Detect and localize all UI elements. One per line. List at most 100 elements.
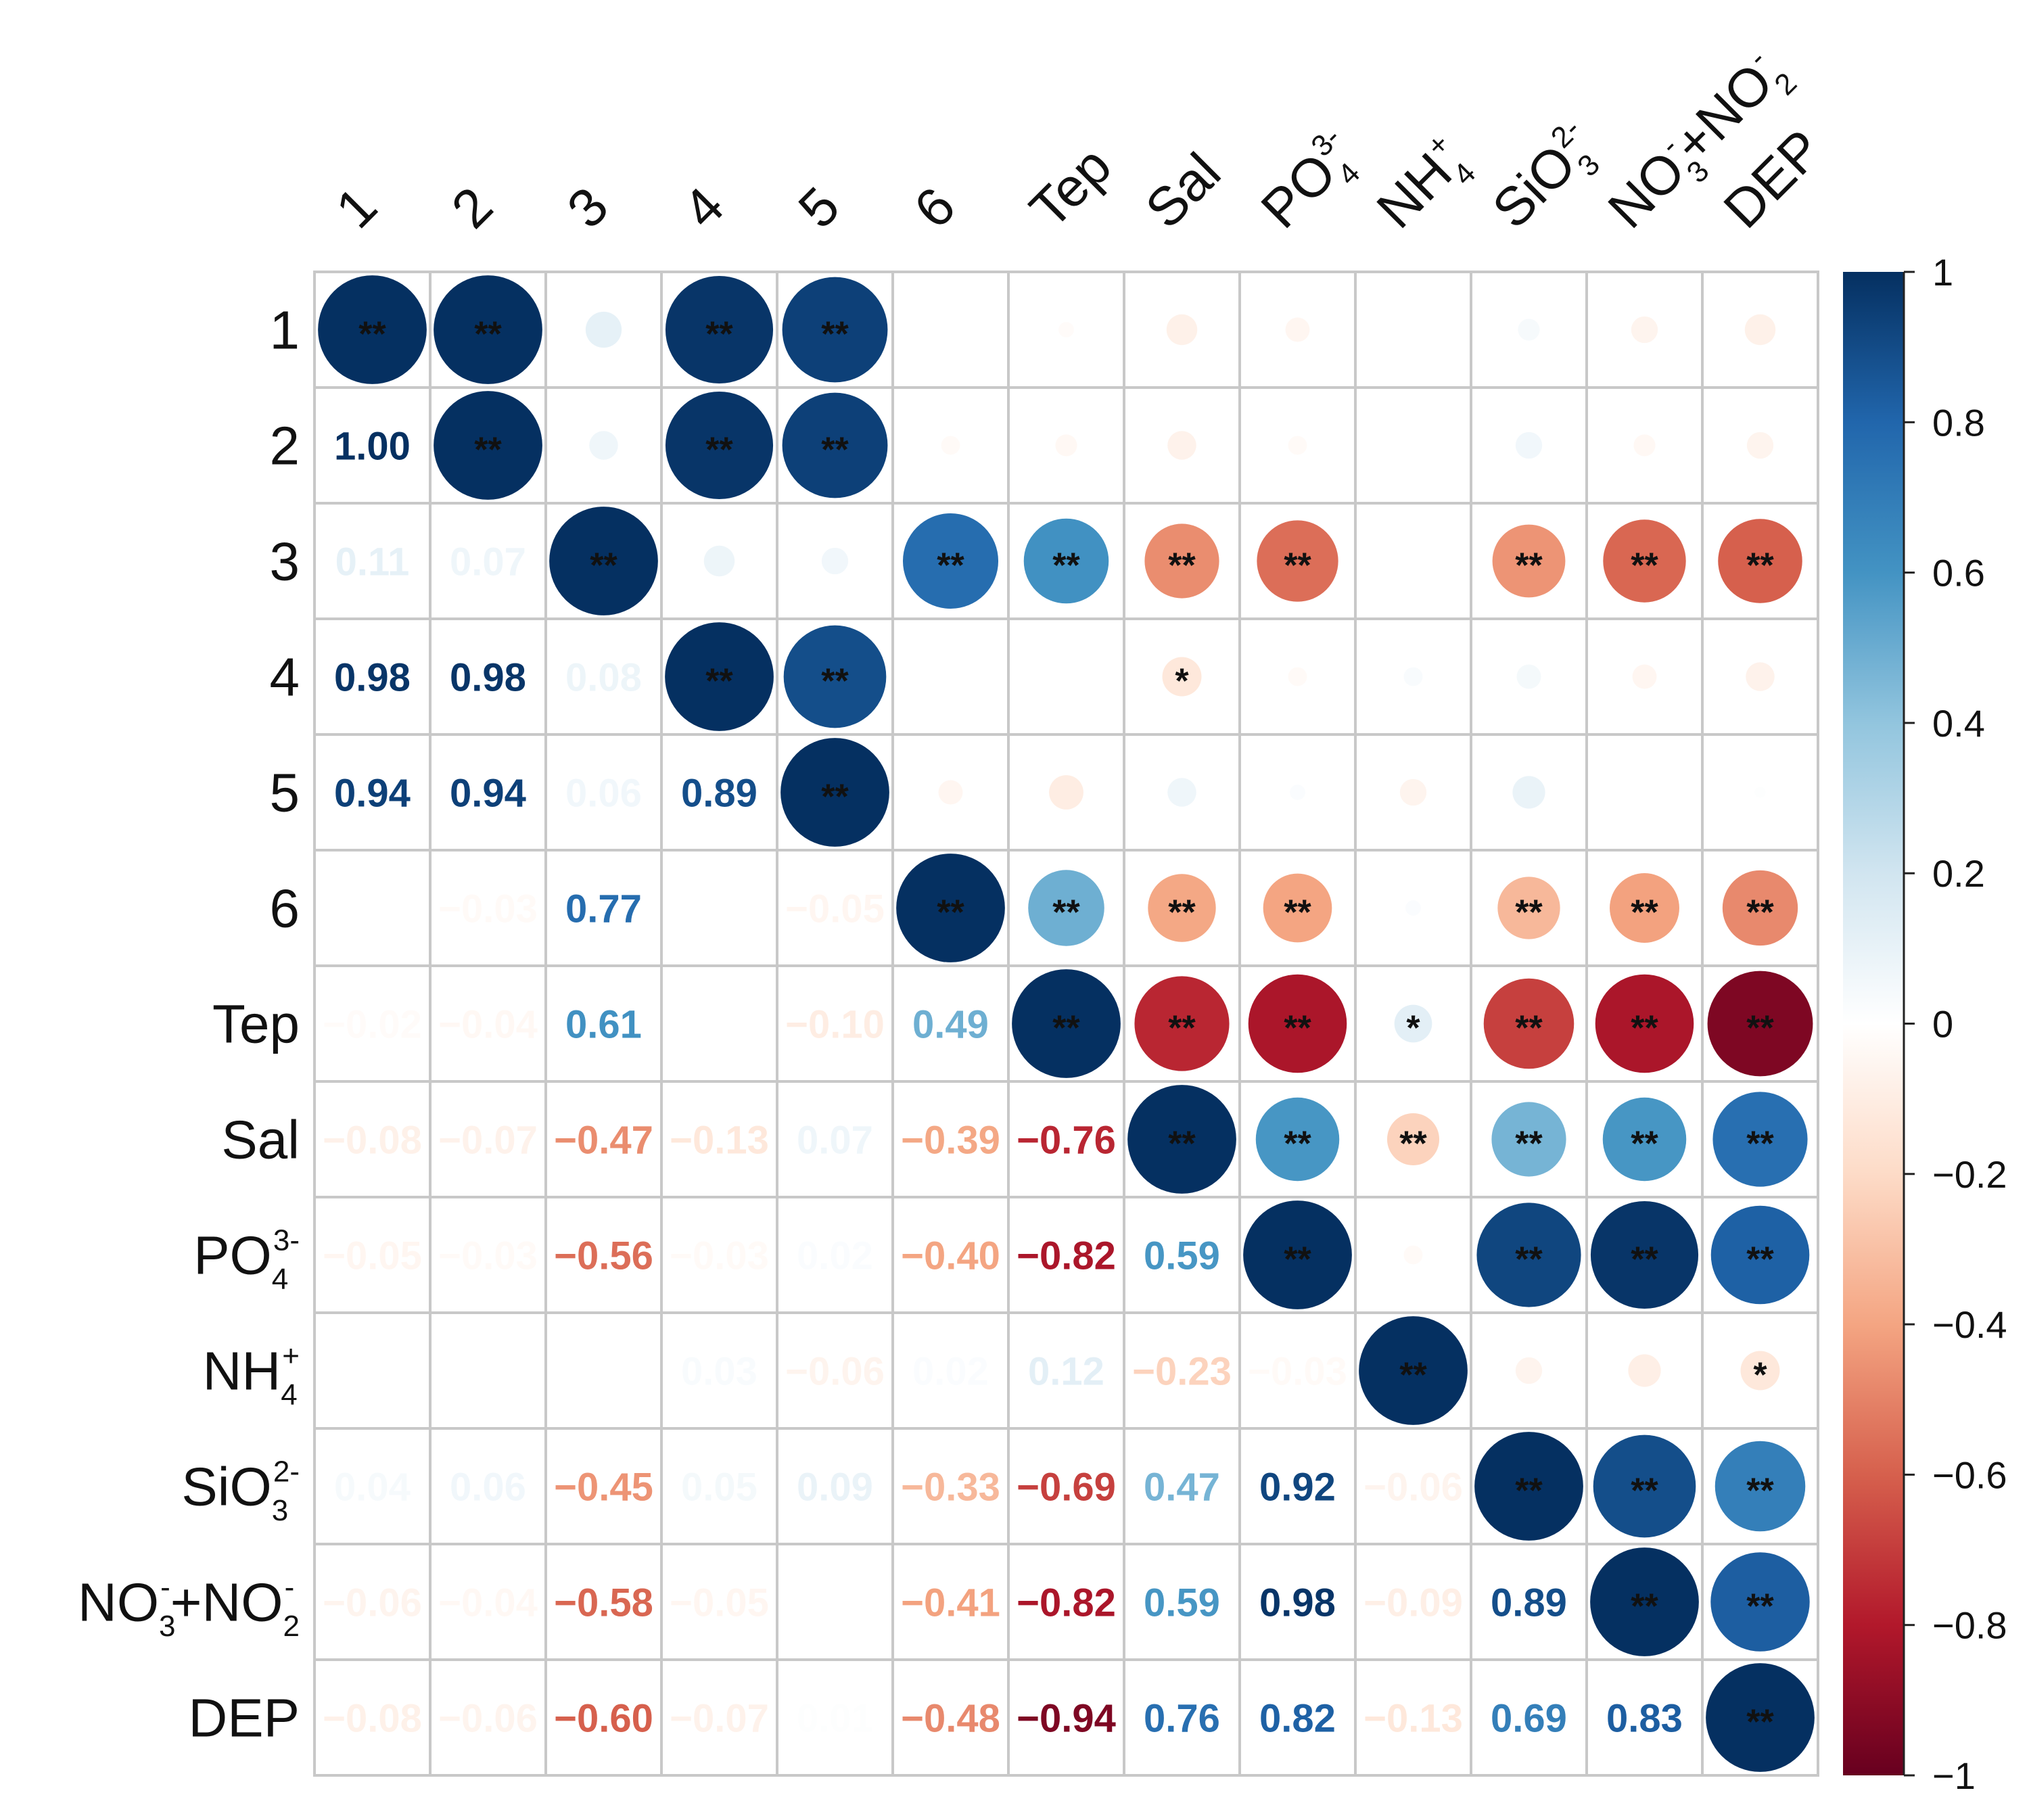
corr-value-12-7: 0.76 — [1144, 1697, 1220, 1741]
column-label-9: NH4+ — [1364, 127, 1484, 247]
corr-value-2-0: 0.11 — [335, 540, 410, 584]
significance-mark-7-11: ** — [1631, 1125, 1658, 1164]
corr-value-3-2: 0.08 — [565, 656, 642, 700]
colorbar-tick-label-8: −0.6 — [1932, 1453, 2007, 1496]
corr-value-12-11: 0.83 — [1606, 1697, 1683, 1741]
corr-value-5-4: −0.05 — [785, 887, 885, 931]
row-label-0: 1 — [270, 300, 300, 360]
corr-value-11-9: −0.09 — [1363, 1581, 1463, 1625]
row-labels: 1 2 3 4 5 6 Tep Sal PO43- NH4+ SiO32- NO3-+NO2- DEP — [78, 300, 300, 1748]
significance-mark-10-11: ** — [1631, 1472, 1658, 1511]
corr-value-9-7: −0.23 — [1132, 1350, 1232, 1394]
corr-value-8-7: 0.59 — [1144, 1234, 1220, 1278]
corr-value-11-8: 0.98 — [1259, 1581, 1336, 1625]
corr-circle-10-11 — [1593, 1434, 1696, 1538]
corr-value-7-5: −0.39 — [901, 1119, 1000, 1163]
significance-mark-10-10: ** — [1515, 1472, 1543, 1511]
significance-mark-11-12: ** — [1746, 1587, 1774, 1627]
corr-circle-0-10 — [1518, 319, 1540, 341]
corr-circle-3-11 — [1632, 664, 1657, 689]
significance-mark-5-7: ** — [1168, 893, 1196, 933]
significance-mark-5-10: ** — [1515, 893, 1543, 933]
corr-circle-0-0 — [318, 275, 427, 384]
significance-mark-4-4: ** — [821, 778, 849, 817]
colorbar-tick-label-4: 0.2 — [1932, 852, 1985, 895]
corr-value-8-6: −0.82 — [1017, 1234, 1116, 1278]
significance-mark-9-9: ** — [1399, 1356, 1427, 1395]
corr-value-9-6: 0.12 — [1028, 1350, 1104, 1394]
corr-value-10-1: 0.06 — [450, 1466, 526, 1510]
column-labels: 1 2 3 4 5 6 Tep Sal PO43- NH4+ SiO32-NO3-+NO2-DEP — [325, 43, 1834, 247]
significance-mark-1-4: ** — [821, 431, 849, 470]
corr-value-4-1: 0.94 — [450, 772, 526, 816]
significance-mark-1-1: ** — [474, 431, 502, 470]
corr-circle-5-5 — [896, 854, 1005, 962]
significance-mark-2-6: ** — [1052, 546, 1080, 586]
corr-circle-1-5 — [941, 436, 960, 455]
corr-value-8-0: −0.05 — [323, 1234, 422, 1278]
corr-value-12-9: −0.13 — [1363, 1697, 1463, 1741]
corr-circle-7-12 — [1712, 1092, 1808, 1187]
corr-circle-2-11 — [1603, 519, 1686, 603]
corr-value-4-2: 0.06 — [565, 772, 642, 816]
corr-circle-5-10 — [1497, 877, 1560, 939]
corr-circle-4-6 — [1049, 775, 1083, 810]
colorbar-gradient — [1843, 272, 1904, 1775]
corr-value-8-5: −0.40 — [901, 1234, 1000, 1278]
corr-circle-7-11 — [1602, 1097, 1687, 1182]
row-label-3: 4 — [270, 647, 300, 707]
significance-mark-5-11: ** — [1631, 893, 1658, 933]
significance-mark-6-10: ** — [1515, 1009, 1543, 1048]
corr-circle-3-9 — [1403, 667, 1423, 686]
colorbar-tick-label-1: 0.8 — [1932, 401, 1985, 444]
corr-value-7-6: −0.76 — [1017, 1119, 1116, 1163]
row-label-7: Sal — [221, 1110, 300, 1170]
significance-mark-3-3: ** — [705, 662, 733, 701]
row-label-12: DEP — [189, 1688, 300, 1748]
corr-circle-0-7 — [1166, 314, 1198, 346]
corr-circle-0-8 — [1285, 317, 1310, 342]
significance-mark-2-11: ** — [1631, 546, 1658, 586]
corr-circle-12-12 — [1706, 1663, 1815, 1772]
corr-value-9-0: 0.00 — [334, 1350, 411, 1394]
corr-circle-5-8 — [1263, 873, 1332, 943]
corr-circle-1-8 — [1288, 436, 1307, 455]
corr-circle-6-6 — [1012, 969, 1121, 1078]
corr-circle-5-9 — [1405, 900, 1421, 916]
significance-mark-2-8: ** — [1284, 546, 1311, 586]
corr-value-6-2: 0.61 — [565, 1003, 642, 1047]
corr-value-4-3: 0.89 — [681, 772, 757, 816]
column-label-4: 5 — [787, 176, 851, 239]
corr-circle-3-7 — [1162, 657, 1202, 697]
significance-mark-3-4: ** — [821, 662, 849, 701]
significance-mark-10-12: ** — [1746, 1472, 1774, 1511]
corr-circle-6-7 — [1134, 976, 1230, 1071]
corr-value-11-10: 0.89 — [1491, 1581, 1567, 1625]
significance-mark-5-6: ** — [1052, 893, 1080, 933]
corr-circle-0-4 — [782, 277, 888, 383]
column-label-0: 1 — [325, 176, 388, 239]
colorbar-tick-label-6: −0.2 — [1932, 1153, 2007, 1196]
corr-circle-3-8 — [1288, 667, 1307, 686]
corr-circle-0-3 — [665, 275, 774, 384]
row-label-5: 6 — [270, 879, 300, 939]
significance-mark-6-9: * — [1406, 1009, 1420, 1048]
corr-circle-4-12 — [1754, 787, 1766, 798]
significance-mark-7-8: ** — [1284, 1125, 1311, 1164]
corr-value-9-5: 0.02 — [912, 1350, 989, 1394]
corr-value-6-3: 0.00 — [681, 1003, 757, 1047]
corr-circle-8-10 — [1476, 1203, 1581, 1307]
corr-value-5-2: 0.77 — [565, 887, 642, 931]
significance-mark-2-12: ** — [1746, 546, 1774, 586]
corr-value-9-2: 0.00 — [565, 1350, 642, 1394]
row-label-9: NH4+ — [203, 1339, 300, 1411]
corr-value-11-1: −0.04 — [438, 1581, 538, 1625]
corr-circle-3-3 — [665, 622, 774, 731]
corr-circle-4-9 — [1399, 778, 1427, 806]
corr-value-9-4: −0.06 — [785, 1350, 885, 1394]
corr-circle-11-12 — [1710, 1552, 1810, 1652]
significance-mark-12-12: ** — [1746, 1703, 1774, 1742]
significance-mark-3-7: * — [1175, 662, 1189, 701]
corr-value-10-6: −0.69 — [1017, 1466, 1116, 1510]
corr-circle-8-12 — [1710, 1205, 1810, 1305]
